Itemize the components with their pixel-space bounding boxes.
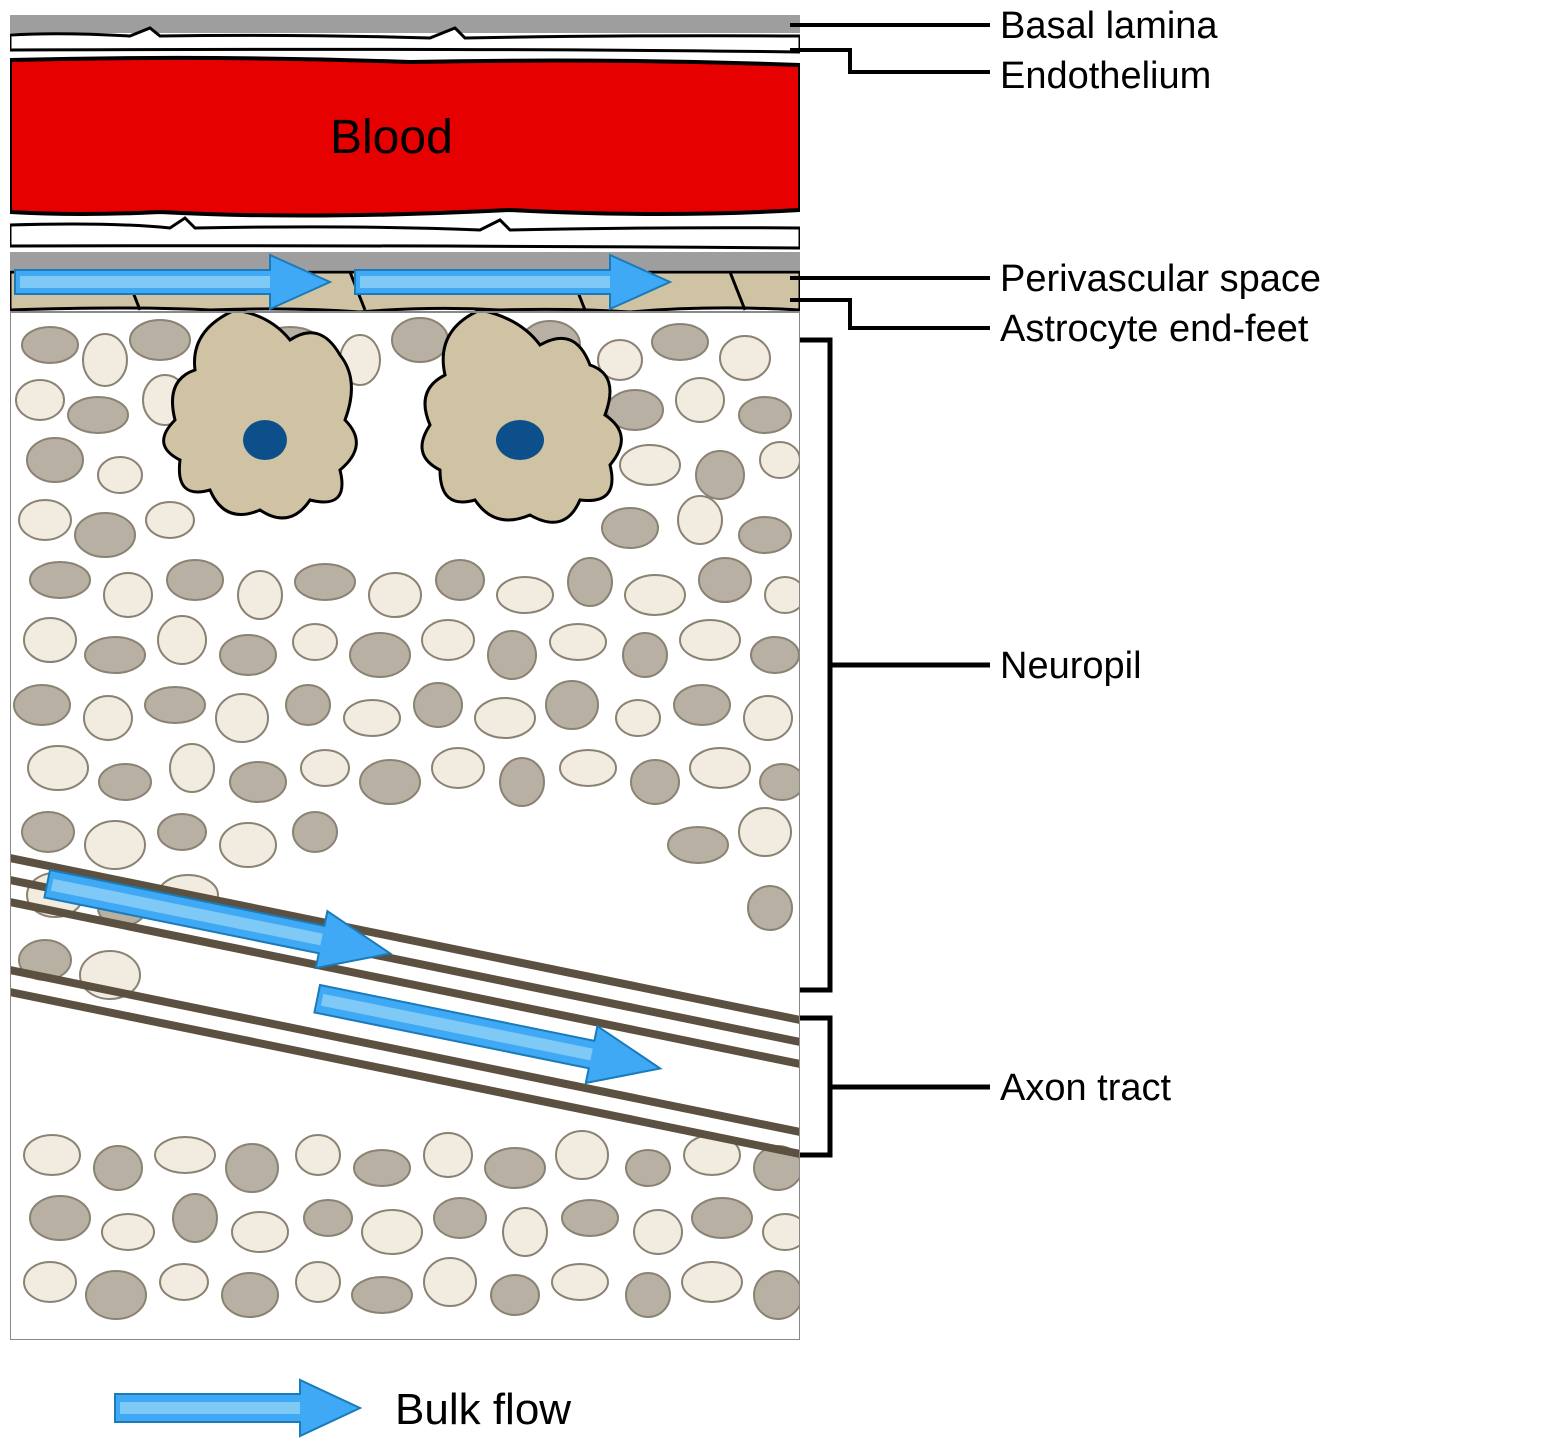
label-neuropil: Neuropil — [1000, 645, 1142, 688]
diagram-container: Basal lamina Endothelium Blood Perivascu… — [0, 0, 1558, 1451]
label-endothelium: Endothelium — [1000, 55, 1211, 98]
basal-lamina-top — [10, 15, 800, 33]
perivascular-space — [10, 252, 800, 270]
label-astrocyte: Astrocyte end-feet — [1000, 308, 1308, 351]
anatomy-diagram — [10, 0, 800, 1340]
label-bulk-flow: Bulk flow — [395, 1385, 571, 1435]
label-basal-lamina: Basal lamina — [1000, 5, 1218, 48]
bulk-flow-arrow-icon — [110, 1378, 370, 1438]
label-blood: Blood — [330, 110, 453, 165]
label-perivascular: Perivascular space — [1000, 258, 1321, 301]
label-axon-tract: Axon tract — [1000, 1067, 1171, 1110]
endothelium-bottom — [10, 218, 800, 248]
